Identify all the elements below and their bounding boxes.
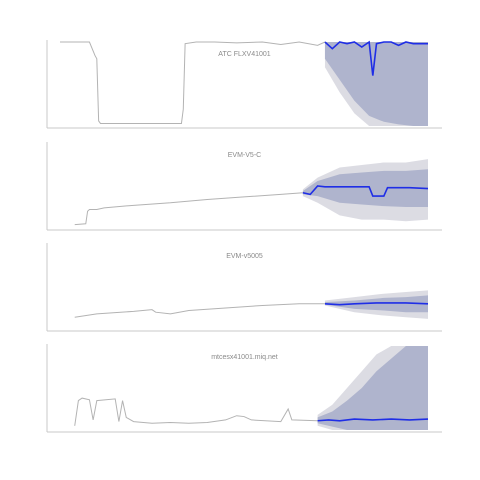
forecast-band-inner — [324, 42, 428, 126]
chart-title: ATC FLXV41001 — [218, 51, 271, 58]
chart-title: EVM-v5005 — [226, 253, 263, 260]
forecast-series-line — [317, 418, 429, 422]
forecast-band-inner — [317, 346, 428, 430]
chart-panel: mtcesx41001.miq.net — [46, 344, 442, 433]
forecast-series-line — [302, 185, 429, 197]
chart-panel: EVM-v5005 — [46, 243, 442, 332]
forecast-band-inner — [302, 169, 428, 207]
chart-panel: EVM-V5-C — [46, 142, 442, 231]
chart-panel: ATC FLXV41001 — [46, 40, 442, 129]
forecast-band-inner — [324, 295, 428, 313]
history-series-line — [74, 397, 318, 426]
history-series-line — [60, 41, 326, 124]
forecast-series-line — [324, 302, 429, 306]
history-series-line — [74, 303, 325, 318]
forecast-series-line — [324, 40, 428, 76]
chart-title: mtcesx41001.miq.net — [211, 354, 278, 361]
chart-title: EVM-V5-C — [228, 152, 261, 159]
history-series-line — [74, 192, 303, 226]
